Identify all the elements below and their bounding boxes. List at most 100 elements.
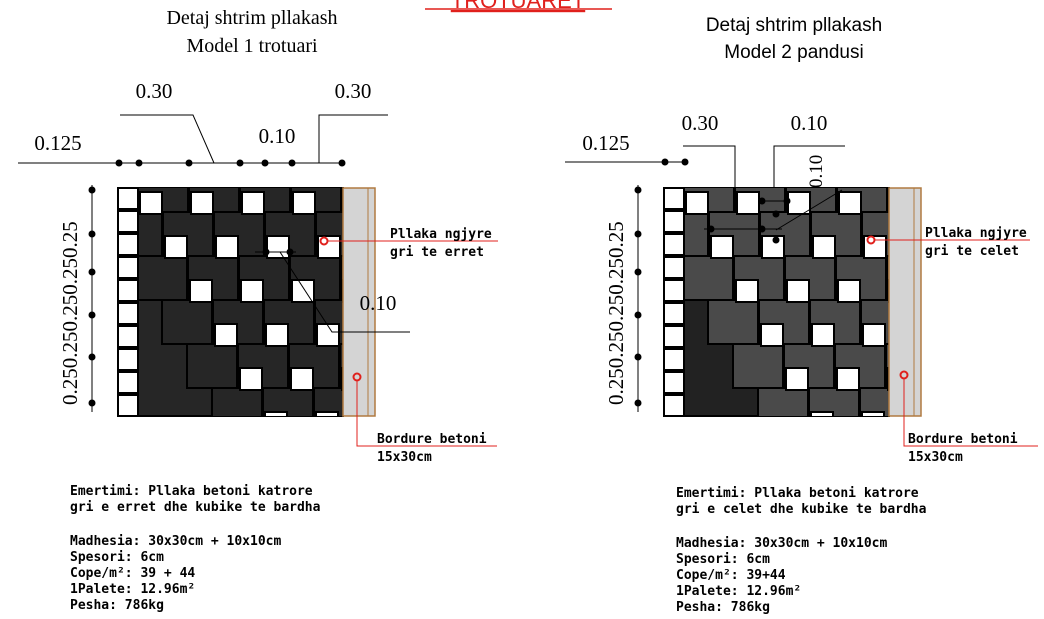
model2-dim-vertical: 0.250.250.250.250.25	[604, 221, 628, 405]
paver-tile	[808, 387, 860, 416]
cube-tile	[939, 368, 961, 390]
paver-tile	[391, 344, 441, 388]
paver-tile	[863, 124, 913, 168]
cube-tile	[571, 412, 593, 434]
cube-tile	[785, 367, 809, 391]
cube-tile	[419, 324, 441, 346]
cube-tile	[836, 367, 860, 391]
paver-tile	[937, 344, 987, 388]
model2-detail: Detaj shtrim pllakash Model 2 pandusi 0.…	[565, 15, 1044, 615]
cube-tile	[863, 235, 887, 259]
edge-cube-tile	[663, 394, 685, 417]
cube-tile	[370, 148, 392, 170]
model1-tile-grid	[118, 104, 593, 476]
paver-tile	[732, 343, 784, 389]
edge-cube-tile	[117, 394, 139, 417]
cube-tile	[268, 148, 290, 170]
paver-tile	[186, 343, 238, 389]
cube-tile	[166, 148, 188, 170]
model1-tile-label-1: Pllaka ngjyre	[390, 227, 492, 242]
paver-tile	[417, 300, 467, 344]
cube-tile	[446, 192, 468, 214]
model1-dim-vertical: 0.250.250.250.250.25	[58, 221, 82, 405]
model1-spec-madhesia: Madhesia: 30x30cm + 10x10cm	[70, 534, 281, 549]
page-title: TROTUARET	[451, 0, 585, 13]
cube-tile	[265, 323, 289, 347]
model2-tile-label-2: gri te celet	[925, 244, 1019, 259]
cube-tile	[315, 411, 339, 416]
paver-tile	[1014, 300, 1044, 344]
paver-tile	[963, 300, 1013, 344]
paver-tile	[988, 344, 1038, 388]
paver-tile	[962, 388, 1012, 432]
edge-cube-tile	[117, 302, 139, 325]
model2-spec-cope: Cope/m²: 39+44	[676, 568, 786, 583]
cube-tile	[240, 279, 264, 303]
model1-curb-label-2: 15x30cm	[377, 450, 432, 465]
cube-tile	[967, 148, 989, 170]
model1-dim-010-inner-label: 0.10	[360, 291, 397, 315]
cube-tile	[942, 104, 964, 126]
cube-tile	[444, 368, 466, 390]
paver-tile	[989, 256, 1039, 300]
edge-cube-tile	[663, 233, 685, 256]
cube-tile	[735, 279, 759, 303]
model2-curb-label-1: Bordure betoni	[908, 432, 1018, 447]
model1-desc-line2: gri e erret dhe kubike te bardha	[70, 500, 321, 515]
cube-tile	[189, 279, 213, 303]
cube-tile	[1015, 412, 1037, 434]
model2-tile-label-1: Pllaka ngjyre	[925, 226, 1027, 241]
model2-desc-line1: Emertimi: Pllaka betoni katrore	[676, 486, 919, 501]
model1-tile-marker	[319, 236, 329, 246]
cube-tile	[192, 104, 214, 126]
cube-tile	[418, 412, 440, 434]
paver-tile	[939, 168, 989, 212]
paver-tile	[682, 255, 734, 301]
model1-dim-ticks-left	[88, 186, 96, 407]
model1-tile-label-2: gri te erret	[390, 245, 484, 260]
paver-tile	[543, 432, 593, 476]
edge-cube-tile	[117, 279, 139, 302]
cube-tile	[470, 324, 492, 346]
cube-tile	[811, 323, 835, 347]
cube-tile	[787, 191, 811, 215]
model2-edge-strip	[663, 187, 685, 417]
model1-spec-pesha: Pesha: 786kg	[70, 598, 164, 613]
edge-cube-tile	[663, 348, 685, 371]
cube-tile	[812, 235, 836, 259]
cube-tile	[239, 367, 263, 391]
cube-tile	[217, 148, 239, 170]
model1-leader-030-left	[120, 114, 215, 164]
model1-leader-030-right	[318, 114, 388, 163]
edge-cube-tile	[117, 187, 139, 210]
model2-leader-030	[683, 145, 736, 205]
paver-tile	[262, 387, 314, 416]
paver-tile	[467, 388, 517, 432]
model2-dim-010-vertical: 0.10	[806, 155, 827, 188]
cube-tile	[861, 411, 885, 416]
paver-tile	[757, 387, 809, 416]
model1-title-line1: Detaj shtrim pllakash	[166, 7, 337, 29]
cube-tile	[810, 411, 834, 416]
cube-tile	[214, 323, 238, 347]
model2-dim-ticks-top	[661, 158, 689, 166]
model1-curb-label-1: Bordure betoni	[377, 432, 487, 447]
cube-tile	[840, 104, 862, 126]
model2-dim-0125: 0.125	[582, 131, 629, 155]
edge-cube-tile	[663, 325, 685, 348]
cube-tile	[395, 192, 417, 214]
model2-dim-ticks-left	[634, 186, 642, 407]
cube-tile	[965, 324, 987, 346]
model2-spec-madhesia: Madhesia: 30x30cm + 10x10cm	[676, 536, 887, 551]
model2-curb-leader	[903, 379, 1038, 447]
paver-tile	[392, 256, 442, 300]
cube-tile	[290, 367, 314, 391]
model1-spec-cope: Cope/m²: 39 + 44	[70, 566, 195, 581]
cube-tile	[495, 368, 517, 390]
cube-tile	[710, 235, 734, 259]
paver-tile	[1038, 432, 1044, 476]
cube-tile	[264, 411, 288, 416]
model2-spec-spesori: Spesori: 6cm	[676, 552, 770, 567]
model2-dim-030: 0.30	[682, 111, 719, 135]
edge-cube-tile	[117, 325, 139, 348]
